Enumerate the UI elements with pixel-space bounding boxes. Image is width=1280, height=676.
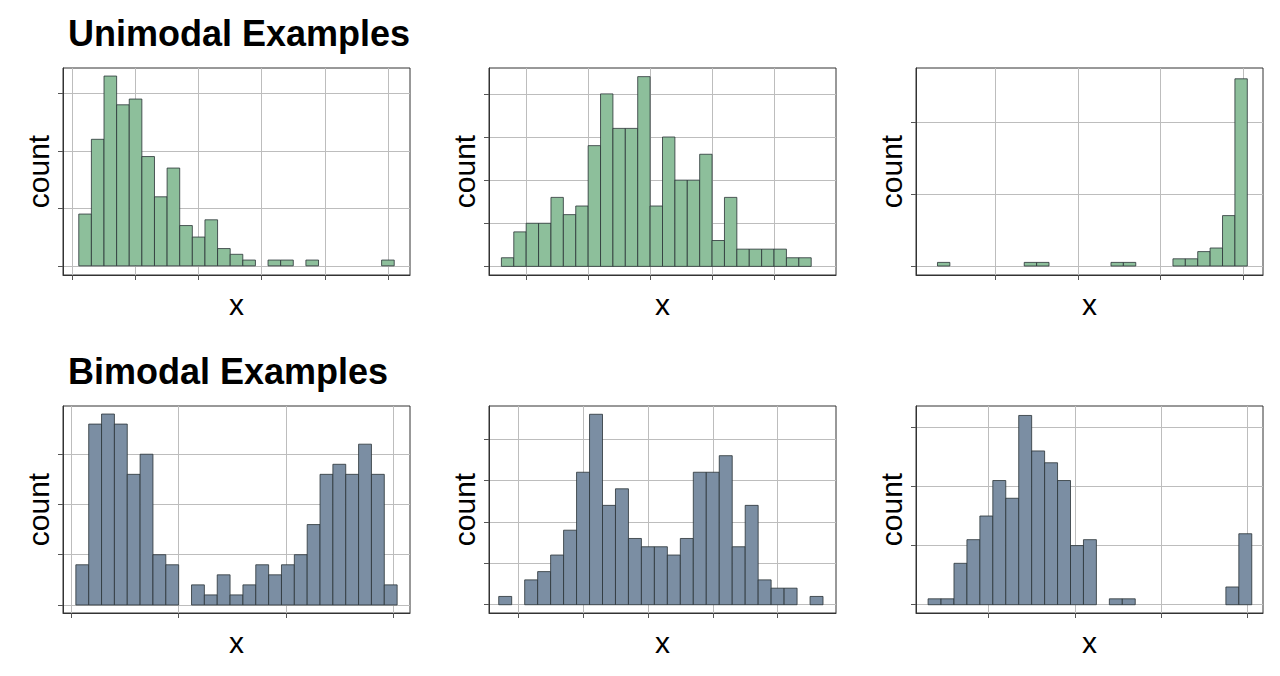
svg-text:count: count xyxy=(448,134,481,208)
svg-text:x: x xyxy=(655,288,670,321)
svg-text:count: count xyxy=(875,134,908,208)
svg-text:x: x xyxy=(1082,626,1097,659)
svg-text:count: count xyxy=(875,472,908,546)
svg-text:x: x xyxy=(229,288,244,321)
svg-text:count: count xyxy=(22,134,55,208)
svg-text:count: count xyxy=(22,472,55,546)
svg-text:x: x xyxy=(229,626,244,659)
svg-text:count: count xyxy=(448,472,481,546)
svg-text:Unimodal Examples: Unimodal Examples xyxy=(68,13,410,54)
svg-text:x: x xyxy=(1082,288,1097,321)
svg-text:x: x xyxy=(655,626,670,659)
svg-text:Bimodal Examples: Bimodal Examples xyxy=(68,351,388,392)
